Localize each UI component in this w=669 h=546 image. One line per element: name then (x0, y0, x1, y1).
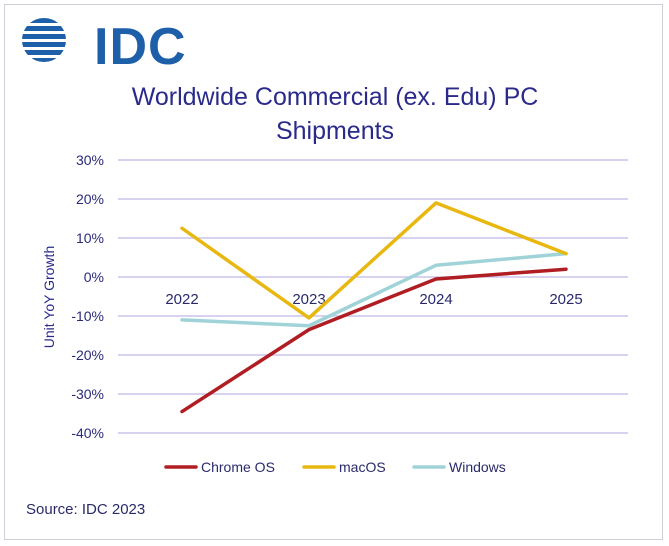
logo-text: IDC (94, 18, 187, 76)
data-point (434, 277, 438, 281)
y-tick-label: 0% (84, 269, 104, 285)
x-tick-labels: 2022 2023 2024 2025 (165, 291, 582, 308)
data-point (434, 264, 438, 267)
series-line-macos (180, 201, 568, 320)
idc-logo: IDC (20, 14, 186, 73)
series-line-windows (180, 251, 568, 328)
y-tick-label: -40% (71, 425, 104, 441)
data-point (180, 318, 184, 322)
gridlines (118, 159, 628, 434)
legend: Chrome OS macOS Windows (164, 459, 506, 475)
y-tick-labels: 30% 20% 10% 0% -10% -20% -30% -40% (71, 152, 104, 441)
x-tick-label: 2022 (165, 291, 198, 308)
chart-title: Worldwide Commercial (ex. Edu) PC Shipme… (70, 80, 600, 148)
data-point (307, 328, 311, 331)
y-tick-label: 20% (76, 191, 104, 207)
x-tick-label: 2025 (549, 291, 582, 308)
globe-icon (22, 18, 66, 62)
legend-label: Windows (449, 459, 506, 475)
y-tick-label: -20% (71, 347, 104, 363)
chart-title-line-1: Worldwide Commercial (ex. Edu) PC (131, 83, 539, 111)
data-point (307, 316, 311, 320)
data-point (564, 268, 568, 271)
y-tick-label: -30% (71, 386, 104, 402)
series-line-chrome-os (180, 267, 568, 414)
data-point (434, 201, 438, 205)
y-axis-label: Unit YoY Growth (41, 246, 57, 348)
legend-label: macOS (339, 459, 386, 475)
data-point (564, 252, 568, 255)
source-note: Source: IDC 2023 (26, 501, 146, 518)
y-tick-label: 10% (76, 230, 104, 246)
y-tick-label: -10% (71, 308, 104, 324)
legend-label: Chrome OS (201, 459, 275, 475)
data-point (180, 410, 184, 413)
chart-frame (4, 4, 663, 540)
chart-title-line-2: Shipments (275, 117, 395, 145)
series-lines (180, 201, 568, 414)
x-tick-label: 2023 (292, 291, 325, 308)
data-point (307, 324, 311, 327)
data-point (180, 227, 184, 230)
x-tick-label: 2024 (419, 291, 452, 308)
y-tick-label: 30% (76, 152, 104, 168)
